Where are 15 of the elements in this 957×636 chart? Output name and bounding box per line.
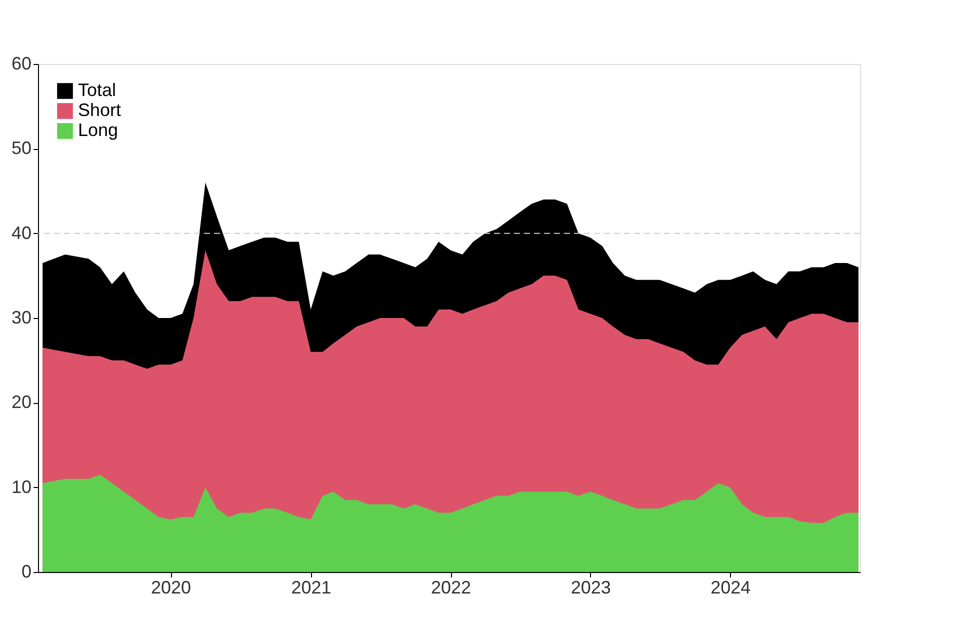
y-tick-label: 30 bbox=[11, 308, 32, 328]
y-tick-label: 0 bbox=[21, 562, 32, 582]
x-tick-label: 2023 bbox=[570, 578, 611, 598]
legend-label: Short bbox=[78, 100, 122, 120]
y-tick-label: 20 bbox=[11, 392, 32, 412]
x-tick-label: 2024 bbox=[710, 578, 751, 598]
y-tick-label: 10 bbox=[11, 476, 32, 497]
legend-label: Long bbox=[78, 120, 118, 140]
x-tick-label: 2022 bbox=[431, 578, 472, 598]
y-tick-label: 40 bbox=[11, 222, 32, 243]
x-tick-label: 2020 bbox=[151, 578, 192, 598]
x-tick-label: 2021 bbox=[291, 578, 332, 598]
y-tick-label: 50 bbox=[11, 138, 32, 158]
legend-label: Total bbox=[78, 80, 116, 100]
y-tick-label: 60 bbox=[11, 54, 32, 74]
